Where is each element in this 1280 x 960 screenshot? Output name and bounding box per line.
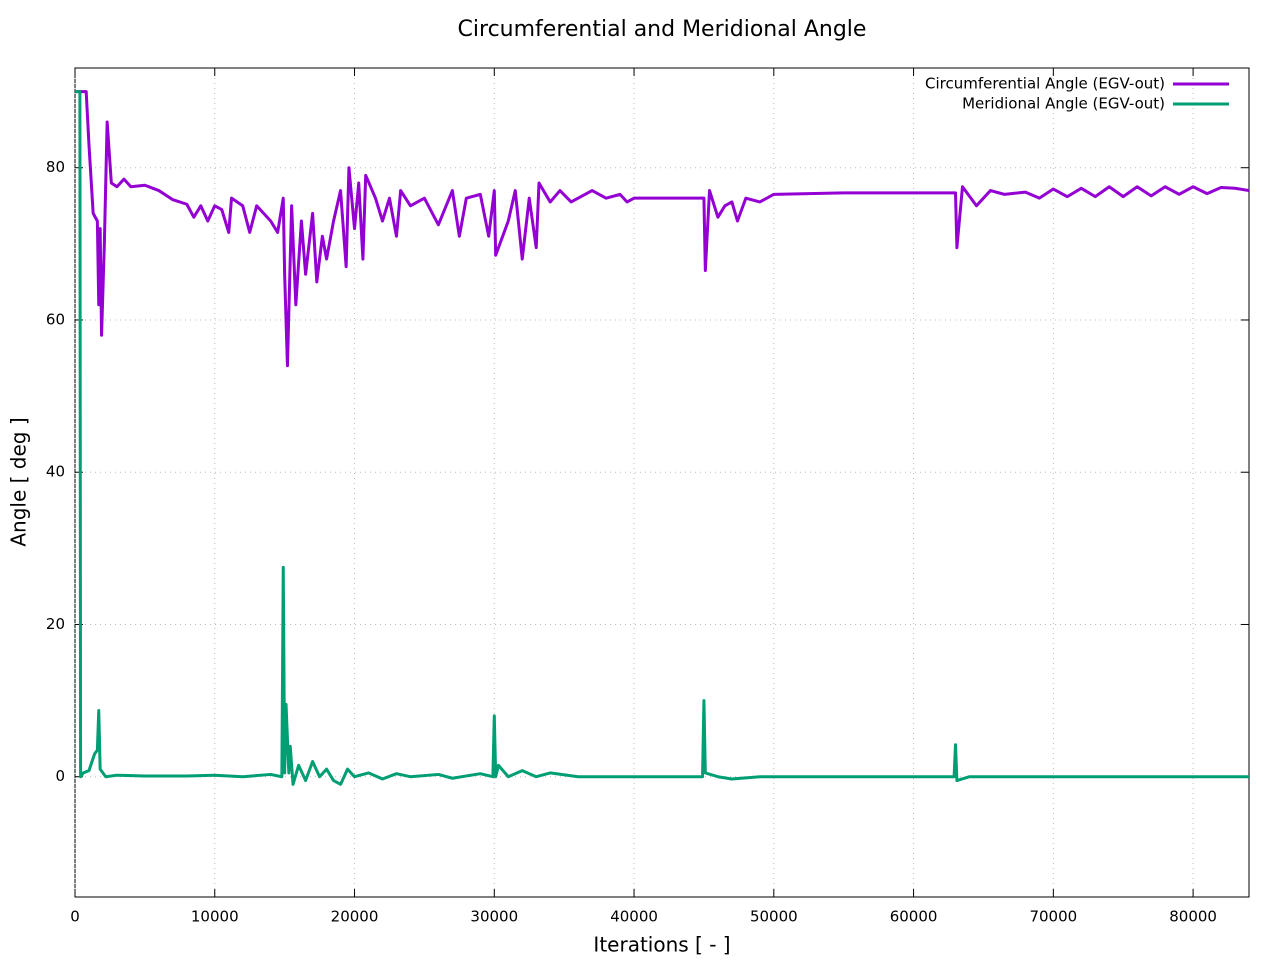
y-tick-label: 20 [46, 615, 65, 633]
x-tick-label: 70000 [1029, 908, 1077, 926]
legend-label: Meridional Angle (EGV-out) [962, 95, 1165, 113]
x-tick-label: 40000 [610, 908, 658, 926]
legend-label: Circumferential Angle (EGV-out) [925, 75, 1165, 93]
chart-title: Circumferential and Meridional Angle [458, 17, 867, 42]
y-tick-label: 80 [46, 158, 65, 176]
y-axis-label: Angle [ deg ] [7, 417, 31, 546]
x-tick-label: 50000 [750, 908, 798, 926]
plot-frame [74, 67, 1250, 898]
x-tick-label: 0 [70, 908, 80, 926]
x-axis-label: Iterations [ - ] [593, 933, 730, 957]
x-tick-label: 20000 [331, 908, 379, 926]
x-tick-label: 30000 [470, 908, 518, 926]
x-tick-label: 80000 [1169, 908, 1217, 926]
line-series [75, 90, 1250, 368]
line-series [75, 90, 1249, 786]
y-tick-label: 0 [55, 767, 65, 785]
x-tick-label: 10000 [191, 908, 239, 926]
y-tick-label: 40 [46, 463, 65, 481]
y-tick-label: 60 [46, 310, 65, 328]
x-tick-label: 60000 [890, 908, 938, 926]
